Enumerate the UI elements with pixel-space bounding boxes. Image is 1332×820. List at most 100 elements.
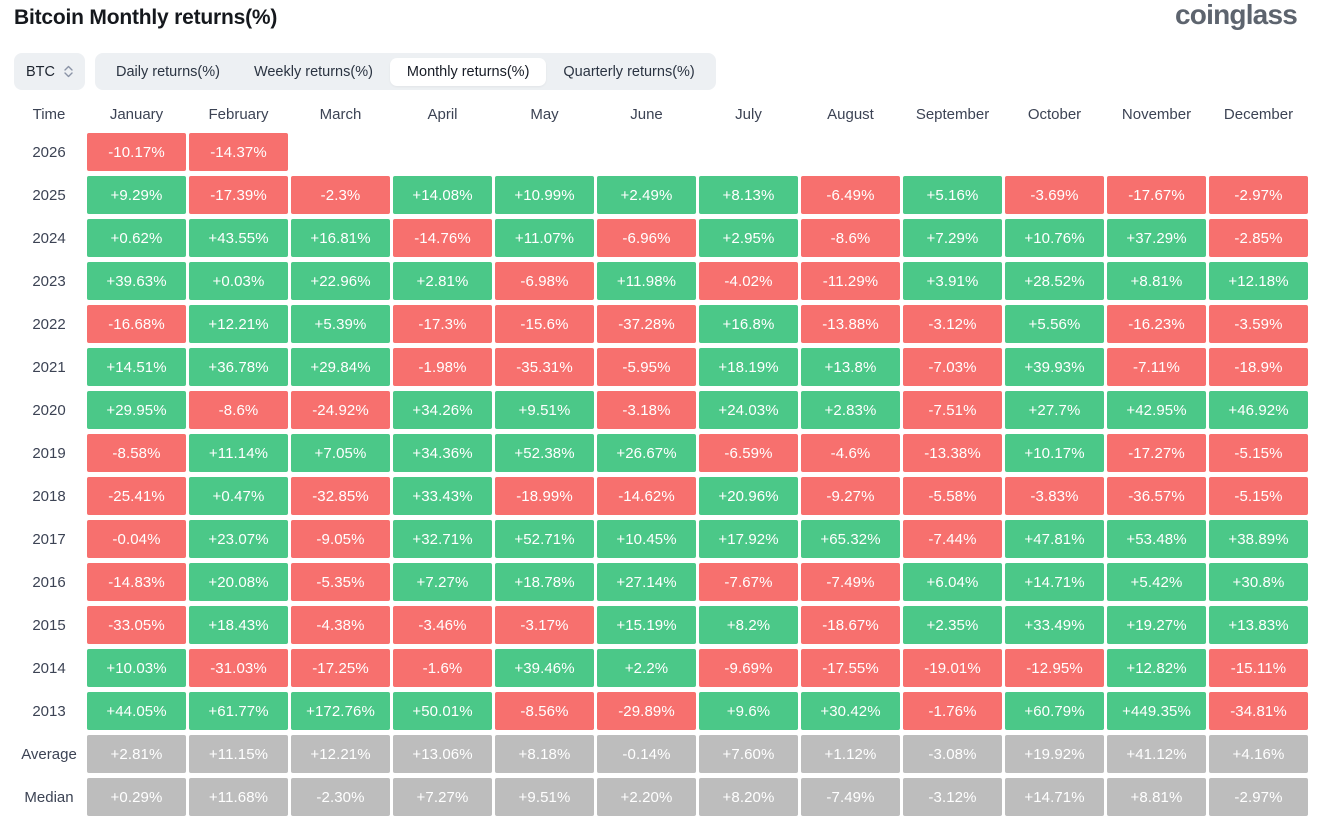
return-cell	[1005, 133, 1104, 171]
return-cell: -17.25%	[291, 649, 390, 687]
tab-monthly-returns[interactable]: Monthly returns(%)	[389, 57, 547, 86]
return-cell: +20.96%	[699, 477, 798, 515]
coinglass-logo: coinglass	[1175, 0, 1298, 30]
return-cell: +8.13%	[699, 176, 798, 214]
row-label-2018: 2018	[32, 487, 66, 505]
return-cell: -1.76%	[903, 692, 1002, 730]
return-cell: -4.6%	[801, 434, 900, 472]
return-cell: -3.08%	[903, 735, 1002, 773]
return-cell: +28.52%	[1005, 262, 1104, 300]
return-cell	[699, 133, 798, 171]
return-cell: +39.46%	[495, 649, 594, 687]
return-cell: -7.03%	[903, 348, 1002, 386]
return-cell: +61.77%	[189, 692, 288, 730]
return-cell: -16.68%	[87, 305, 186, 343]
return-cell: -16.23%	[1107, 305, 1206, 343]
controls-bar: BTC Daily returns(%) Weekly returns(%) Mon…	[14, 53, 1318, 90]
return-cell	[903, 133, 1002, 171]
return-cell: +46.92%	[1209, 391, 1308, 429]
row-label-2017: 2017	[32, 530, 66, 548]
return-cell: +24.03%	[699, 391, 798, 429]
return-cell: +7.29%	[903, 219, 1002, 257]
return-cell: +172.76%	[291, 692, 390, 730]
return-cell: +8.2%	[699, 606, 798, 644]
return-cell: +16.8%	[699, 305, 798, 343]
return-cell: +11.14%	[189, 434, 288, 472]
return-cell: -3.12%	[903, 778, 1002, 816]
return-cell: -17.55%	[801, 649, 900, 687]
return-cell: -14.76%	[393, 219, 492, 257]
return-cell: +4.16%	[1209, 735, 1308, 773]
return-cell: -9.69%	[699, 649, 798, 687]
return-cell: -36.57%	[1107, 477, 1206, 515]
return-cell: -7.49%	[801, 563, 900, 601]
return-cell: -7.49%	[801, 778, 900, 816]
return-cell: +17.92%	[699, 520, 798, 558]
row-label-2019: 2019	[32, 444, 66, 462]
tab-weekly-returns[interactable]: Weekly returns(%)	[253, 63, 373, 80]
row-label-2020: 2020	[32, 401, 66, 419]
symbol-select[interactable]: BTC	[14, 53, 85, 90]
return-cell: +60.79%	[1005, 692, 1104, 730]
return-cell: -3.59%	[1209, 305, 1308, 343]
return-cell: -9.05%	[291, 520, 390, 558]
row-label-2026: 2026	[32, 143, 66, 161]
return-cell: -17.67%	[1107, 176, 1206, 214]
return-cell: +2.49%	[597, 176, 696, 214]
tab-quarterly-returns[interactable]: Quarterly returns(%)	[563, 63, 695, 80]
return-cell: +29.84%	[291, 348, 390, 386]
month-header-december: December	[1223, 106, 1294, 123]
row-label-2013: 2013	[32, 702, 66, 720]
return-cell: -18.9%	[1209, 348, 1308, 386]
row-label-2023: 2023	[32, 272, 66, 290]
return-cell	[291, 133, 390, 171]
return-cell: +9.51%	[495, 778, 594, 816]
return-cell: +39.63%	[87, 262, 186, 300]
return-cell: +1.12%	[801, 735, 900, 773]
return-cell: +18.19%	[699, 348, 798, 386]
return-cell: +11.15%	[189, 735, 288, 773]
return-cell: -5.58%	[903, 477, 1002, 515]
return-cell: +12.18%	[1209, 262, 1308, 300]
row-label-2014: 2014	[32, 659, 66, 677]
return-cell: +34.36%	[393, 434, 492, 472]
return-cell: -3.69%	[1005, 176, 1104, 214]
return-cell: +27.7%	[1005, 391, 1104, 429]
return-cell: -3.46%	[393, 606, 492, 644]
return-cell: -18.99%	[495, 477, 594, 515]
return-cell: -2.30%	[291, 778, 390, 816]
return-cell: +7.27%	[393, 563, 492, 601]
time-column-header: Time	[32, 106, 66, 123]
return-cell: +0.62%	[87, 219, 186, 257]
return-cell: +38.89%	[1209, 520, 1308, 558]
month-header-november: November	[1121, 106, 1192, 123]
month-header-june: June	[630, 106, 663, 123]
return-cell: -15.6%	[495, 305, 594, 343]
return-cell: -3.83%	[1005, 477, 1104, 515]
return-cell: +12.21%	[189, 305, 288, 343]
return-cell: -13.88%	[801, 305, 900, 343]
return-cell: +6.04%	[903, 563, 1002, 601]
return-cell: +37.29%	[1107, 219, 1206, 257]
return-cell: +9.29%	[87, 176, 186, 214]
return-cell: -37.28%	[597, 305, 696, 343]
return-cell: +30.8%	[1209, 563, 1308, 601]
return-cell: -6.96%	[597, 219, 696, 257]
return-cell: -2.97%	[1209, 176, 1308, 214]
return-cell: +3.91%	[903, 262, 1002, 300]
return-cell: +10.45%	[597, 520, 696, 558]
return-cell: -32.85%	[291, 477, 390, 515]
return-cell: +13.83%	[1209, 606, 1308, 644]
return-cell: +14.71%	[1005, 563, 1104, 601]
row-label-2025: 2025	[32, 186, 66, 204]
return-cell: +10.99%	[495, 176, 594, 214]
return-cell: +7.60%	[699, 735, 798, 773]
tab-daily-returns[interactable]: Daily returns(%)	[116, 63, 220, 80]
month-header-january: January	[109, 106, 164, 123]
return-cell: +14.51%	[87, 348, 186, 386]
return-cell: -31.03%	[189, 649, 288, 687]
return-cell	[597, 133, 696, 171]
return-cell: +5.16%	[903, 176, 1002, 214]
return-cell: +5.42%	[1107, 563, 1206, 601]
return-cell: +43.55%	[189, 219, 288, 257]
